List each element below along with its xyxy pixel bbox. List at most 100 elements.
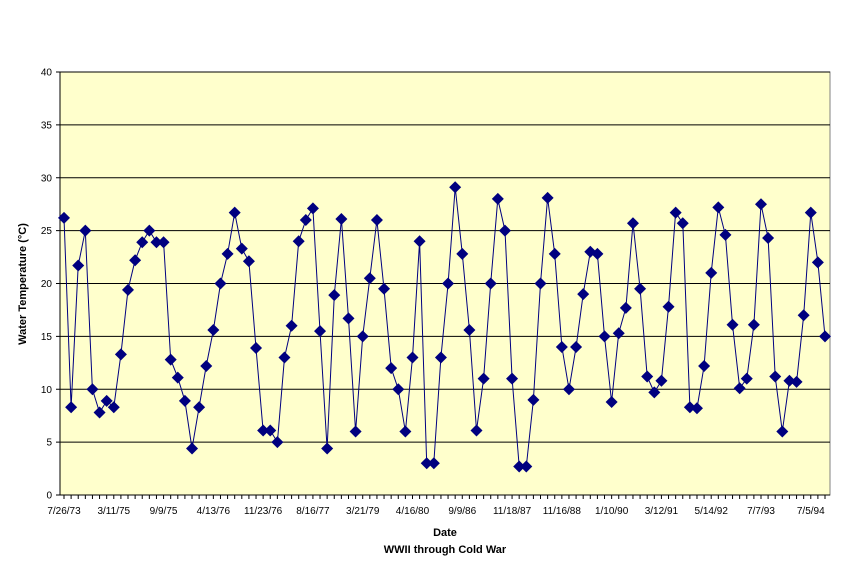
data-point: [129, 254, 142, 267]
data-point: [178, 394, 191, 407]
data-point: [228, 206, 241, 219]
data-point: [93, 406, 106, 419]
data-point: [442, 277, 455, 290]
data-point: [655, 374, 668, 387]
y-axis-title: Water Temperature (°C): [17, 223, 29, 345]
y-tick-label: 10: [41, 385, 53, 396]
x-tick-label: 9/9/86: [448, 506, 476, 517]
data-point: [264, 424, 277, 437]
data-point: [285, 319, 298, 332]
data-point: [740, 372, 753, 385]
data-point: [484, 277, 497, 290]
data-point: [534, 277, 547, 290]
x-tick-label: 5/14/92: [695, 506, 729, 517]
x-tick-label: 3/21/79: [346, 506, 380, 517]
data-point: [562, 383, 575, 396]
data-point: [136, 236, 149, 249]
data-point: [434, 351, 447, 364]
y-tick-label: 15: [41, 332, 53, 343]
data-point: [314, 325, 327, 338]
x-axis-subtitle: WWII through Cold War: [384, 544, 507, 556]
data-point: [221, 247, 234, 260]
data-point: [200, 359, 213, 372]
data-point: [449, 181, 462, 194]
data-point: [356, 330, 369, 343]
data-point: [698, 359, 711, 372]
data-point: [107, 401, 120, 414]
data-point: [164, 353, 177, 366]
data-point: [86, 383, 99, 396]
data-point: [634, 282, 647, 295]
data-point: [79, 224, 92, 237]
data-point: [690, 402, 703, 415]
data-point: [399, 425, 412, 438]
x-tick-label: 1/10/90: [595, 506, 629, 517]
x-tick-label: 4/13/76: [197, 506, 231, 517]
y-tick-labels: 0 5 10 15 20 25 30 35 40: [41, 68, 53, 502]
gridlines: [60, 71, 830, 443]
data-point: [186, 442, 199, 455]
axes: [56, 71, 830, 499]
data-point: [463, 324, 476, 337]
x-tick-label: 9/9/75: [150, 506, 178, 517]
data-point: [292, 235, 305, 248]
data-point: [214, 277, 227, 290]
data-point: [413, 235, 426, 248]
y-tick-label: 5: [46, 438, 52, 449]
data-point: [513, 460, 526, 473]
data-point: [193, 401, 206, 414]
y-tick-label: 25: [41, 226, 53, 237]
data-point: [100, 394, 113, 407]
y-tick-label: 35: [41, 120, 53, 131]
x-tick-label: 4/16/80: [396, 506, 430, 517]
data-point: [420, 457, 433, 470]
data-point: [271, 436, 284, 449]
data-point: [498, 224, 511, 237]
data-point: [456, 247, 469, 260]
data-point: [150, 236, 163, 249]
data-point: [747, 318, 760, 331]
data-point: [406, 351, 419, 364]
x-tick-label: 7/5/94: [797, 506, 825, 517]
data-point: [328, 289, 341, 302]
data-point: [776, 425, 789, 438]
data-point: [662, 300, 675, 313]
data-point: [349, 425, 362, 438]
data-point: [733, 382, 746, 395]
data-point: [250, 342, 263, 355]
x-tick-label: 11/23/76: [244, 506, 283, 517]
data-point: [506, 372, 519, 385]
data-point: [626, 217, 639, 230]
data-point: [769, 370, 782, 383]
data-point: [783, 374, 796, 387]
data-point: [619, 301, 632, 314]
x-tick-label: 7/26/73: [47, 506, 81, 517]
data-point: [705, 266, 718, 279]
data-point: [321, 442, 334, 455]
data-point: [726, 318, 739, 331]
data-point: [754, 198, 767, 211]
data-point: [598, 330, 611, 343]
series-line: [63, 187, 826, 467]
data-point: [470, 424, 483, 437]
data-point: [591, 247, 604, 260]
x-tick-label: 3/11/75: [97, 506, 130, 517]
data-point: [548, 247, 561, 260]
data-point: [577, 288, 590, 301]
data-point: [370, 214, 383, 227]
data-point: [306, 202, 319, 215]
data-point: [122, 283, 135, 296]
data-point: [541, 191, 554, 204]
data-point: [819, 330, 831, 343]
data-point: [392, 383, 405, 396]
data-point: [342, 312, 355, 325]
data-point: [811, 256, 824, 269]
data-point: [477, 372, 490, 385]
data-point: [335, 212, 348, 225]
y-tick-label: 30: [41, 173, 53, 184]
data-point: [143, 224, 156, 237]
x-tick-label: 11/18/87: [493, 506, 532, 517]
data-point: [712, 201, 725, 214]
data-point: [207, 324, 220, 337]
